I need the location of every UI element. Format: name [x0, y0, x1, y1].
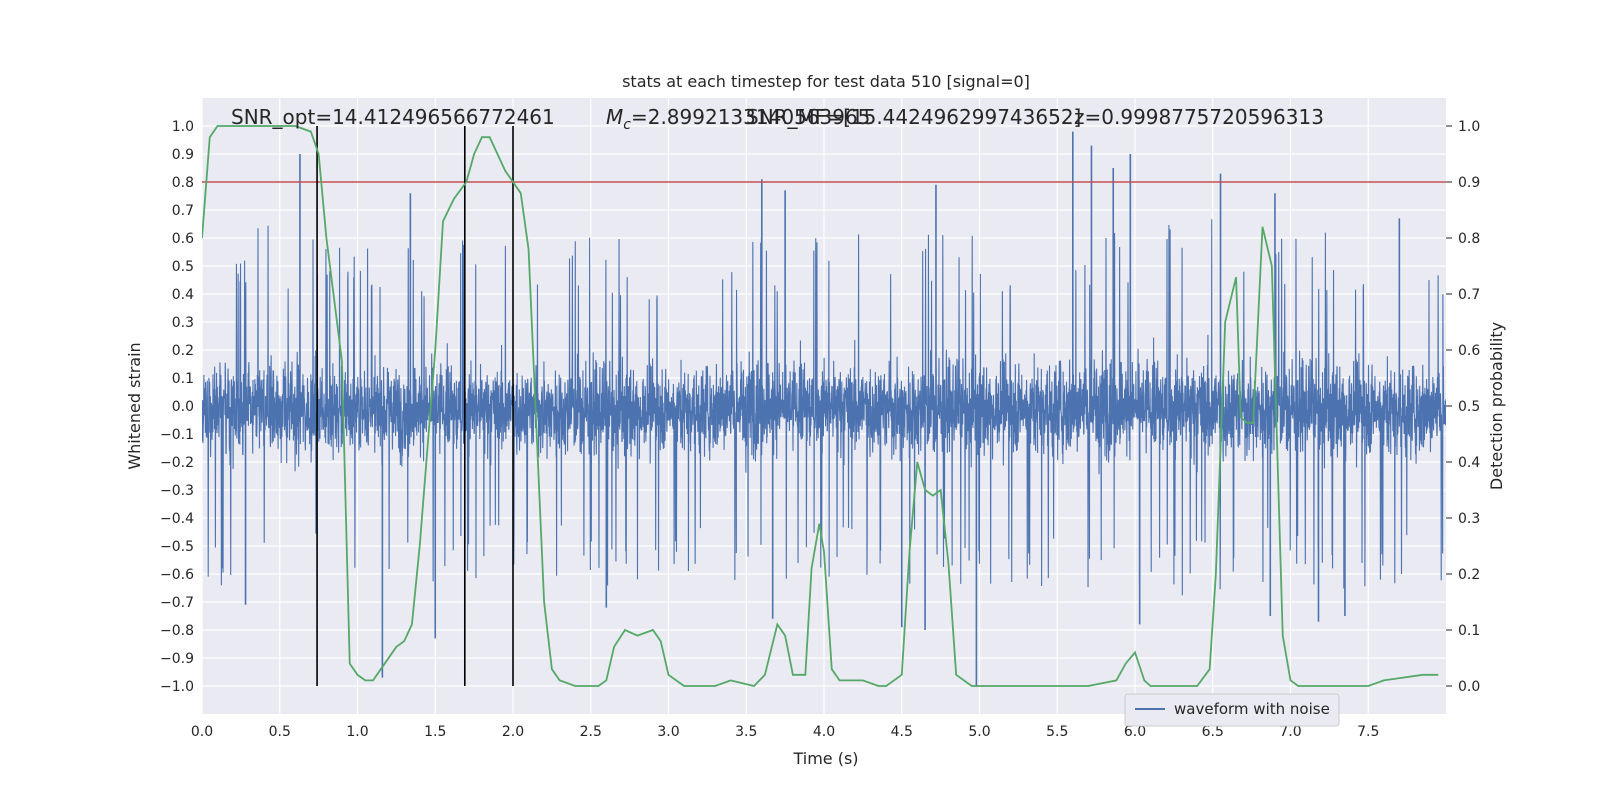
y-tick-label: −0.9	[160, 651, 194, 667]
detection-probability-line	[202, 125, 1439, 687]
y2-axis-label: Detection probability	[1487, 322, 1506, 490]
y-tick-label: −0.7	[160, 595, 194, 611]
y-tick-label: 0.4	[172, 287, 194, 303]
x-tick-label: 1.0	[346, 724, 368, 740]
x-tick-label: 6.5	[1202, 724, 1224, 740]
x-tick-label: 7.5	[1357, 724, 1379, 740]
x-tick-label: 3.5	[735, 724, 757, 740]
y-tick-label: 0.8	[172, 175, 194, 191]
y-tick-label: −0.3	[160, 483, 194, 499]
y2-tick-label: 0.8	[1458, 231, 1480, 247]
y-tick-label: −0.5	[160, 539, 194, 555]
y-tick-label: 0.7	[172, 203, 194, 219]
y2-tick-label: 0.1	[1458, 623, 1480, 639]
waveform-with-noise-line	[202, 219, 1446, 596]
x-tick-label: 2.0	[502, 724, 524, 740]
y-tick-label: −0.4	[160, 511, 194, 527]
probability-series-layer	[202, 125, 1446, 687]
y-tick-label: −0.8	[160, 623, 194, 639]
x-tick-label: 7.0	[1279, 724, 1301, 740]
y-tick-label: 0.9	[172, 147, 194, 163]
x-tick-label: 5.5	[1046, 724, 1068, 740]
x-tick-label: 3.0	[657, 724, 679, 740]
annotation-snr-mf: SNR_MF=[15.442496299743652]	[746, 105, 1081, 129]
y-tick-label: 1.0	[172, 119, 194, 135]
annotation-z: z=0.9998775720596313	[1074, 105, 1324, 129]
y2-tick-label: 0.7	[1458, 287, 1480, 303]
y-axis-label: Whitened strain	[125, 342, 144, 469]
y-tick-label: 0.2	[172, 343, 194, 359]
y2-tick-label: 0.3	[1458, 511, 1480, 527]
y2-tick-label: 0.5	[1458, 399, 1480, 415]
y-tick-label: 0.0	[172, 399, 194, 415]
y-tick-label: −0.1	[160, 427, 194, 443]
x-tick-label: 4.5	[891, 724, 913, 740]
y-tick-label: 0.5	[172, 259, 194, 275]
legend-box	[1124, 693, 1340, 727]
legend-entry-waveform: waveform with noise	[1174, 700, 1330, 718]
y2-tick-label: 0.0	[1458, 679, 1480, 695]
detection-probability-series	[202, 125, 1439, 687]
y2-tick-label: 0.6	[1458, 343, 1480, 359]
y2-tick-label: 0.4	[1458, 455, 1480, 471]
x-tick-label: 1.5	[424, 724, 446, 740]
x-tick-label: 0.0	[191, 724, 213, 740]
annotation-snr-opt: SNR_opt=14.412496566772461	[231, 105, 555, 129]
y2-tick-label: 0.2	[1458, 567, 1480, 583]
y-tick-label: 0.1	[172, 371, 194, 387]
annotation-chirp-mass: Mc=2.8992133140563965	[606, 105, 870, 133]
x-tick-label: 6.0	[1124, 724, 1146, 740]
x-axis-label: Time (s)	[792, 749, 858, 768]
y-tick-label: −0.6	[160, 567, 194, 583]
strain-series-layer	[202, 131, 1446, 686]
waveform-with-noise-series	[202, 131, 1446, 686]
y-tick-label: −1.0	[160, 679, 194, 695]
y2-tick-label: 1.0	[1458, 119, 1480, 135]
x-tick-label: 0.5	[269, 724, 291, 740]
tick-label-layer: 0.0 0.5 1.0 1.5 2.0 2.5 3.0 3.5 4.0 4.5 5.0 5.5 6.0 6…	[160, 119, 1480, 740]
x-tick-label: 5.0	[968, 724, 990, 740]
y-tick-label: 0.3	[172, 315, 194, 331]
x-tick-label: 4.0	[813, 724, 835, 740]
chart-title: stats at each timestep for test data 510…	[622, 72, 1030, 91]
y2-tick-label: 0.9	[1458, 175, 1480, 191]
x-tick-label: 2.5	[580, 724, 602, 740]
y-tick-label: 0.6	[172, 231, 194, 247]
legend: waveform with noise	[1124, 693, 1340, 727]
y-tick-label: −0.2	[160, 455, 194, 471]
